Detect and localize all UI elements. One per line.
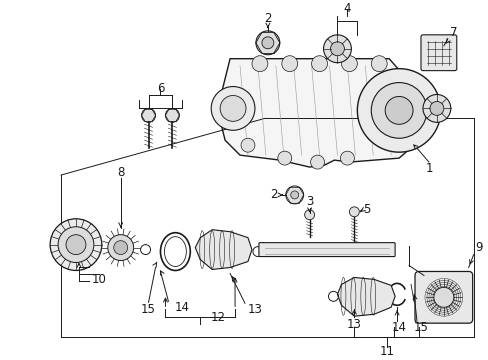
Circle shape <box>311 56 327 72</box>
Circle shape <box>262 37 273 49</box>
Circle shape <box>422 94 450 122</box>
Text: 2: 2 <box>269 188 277 201</box>
Circle shape <box>58 227 94 262</box>
Circle shape <box>349 207 359 217</box>
Circle shape <box>370 56 386 72</box>
Text: 7: 7 <box>449 26 457 39</box>
Circle shape <box>340 151 354 165</box>
Text: 6: 6 <box>157 82 164 95</box>
Circle shape <box>255 31 279 55</box>
Circle shape <box>241 138 254 152</box>
Circle shape <box>142 108 155 122</box>
Text: 5: 5 <box>363 203 370 216</box>
Circle shape <box>341 56 357 72</box>
Circle shape <box>323 35 351 63</box>
Circle shape <box>251 56 267 72</box>
FancyBboxPatch shape <box>420 35 456 71</box>
Circle shape <box>165 108 179 122</box>
Polygon shape <box>220 59 413 167</box>
Circle shape <box>433 287 453 307</box>
Text: 15: 15 <box>413 321 427 334</box>
Text: 14: 14 <box>391 321 406 334</box>
FancyBboxPatch shape <box>414 271 472 323</box>
Circle shape <box>281 56 297 72</box>
Circle shape <box>385 96 412 124</box>
Text: 12: 12 <box>210 311 225 324</box>
Circle shape <box>66 235 86 255</box>
Circle shape <box>357 69 440 152</box>
Text: 10: 10 <box>91 273 106 286</box>
Text: 15: 15 <box>141 303 156 316</box>
Polygon shape <box>195 230 251 270</box>
Text: 4: 4 <box>343 3 350 15</box>
Circle shape <box>370 82 426 138</box>
Circle shape <box>290 191 298 199</box>
Circle shape <box>220 95 245 121</box>
Circle shape <box>107 235 133 261</box>
Text: 13: 13 <box>247 303 262 316</box>
Polygon shape <box>337 278 394 316</box>
Text: 9: 9 <box>474 241 481 254</box>
FancyBboxPatch shape <box>258 243 394 257</box>
Text: 13: 13 <box>346 318 361 331</box>
Circle shape <box>429 102 443 115</box>
Text: 8: 8 <box>117 166 124 179</box>
Circle shape <box>277 151 291 165</box>
Circle shape <box>114 240 127 255</box>
Circle shape <box>310 155 324 169</box>
Text: 14: 14 <box>175 301 189 314</box>
Text: 3: 3 <box>305 195 313 208</box>
Text: 11: 11 <box>379 345 394 357</box>
Circle shape <box>211 86 254 130</box>
Circle shape <box>285 186 303 204</box>
Ellipse shape <box>50 219 102 270</box>
Circle shape <box>304 210 314 220</box>
Circle shape <box>330 42 344 56</box>
Text: 1: 1 <box>424 162 432 175</box>
Text: 2: 2 <box>264 13 271 26</box>
